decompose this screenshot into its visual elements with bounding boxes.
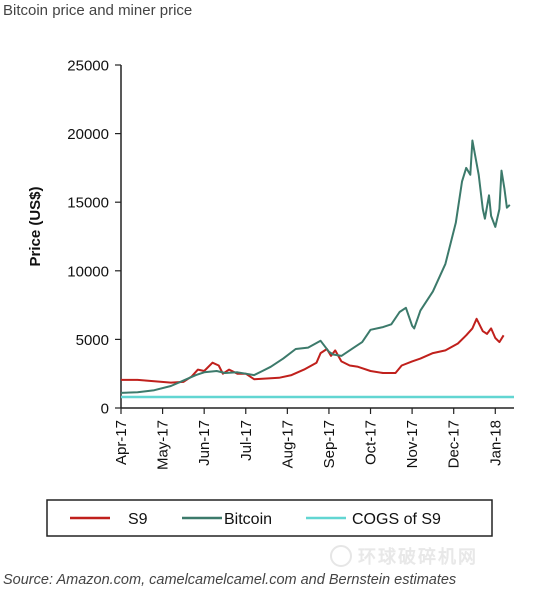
x-tick-label: Aug-17 bbox=[279, 420, 296, 468]
y-tick-label: 10000 bbox=[67, 263, 109, 280]
page-title: Bitcoin price and miner price bbox=[3, 2, 193, 19]
y-axis: 0 5000 10000 15000 20000 25000 bbox=[67, 58, 122, 418]
series-line-bitcoin bbox=[120, 139, 511, 394]
source-note: Source: Amazon.com, camelcamelcamel.com … bbox=[3, 572, 457, 588]
y-tick-label: 0 bbox=[101, 401, 109, 418]
series-line-s9 bbox=[121, 317, 505, 384]
series-layer bbox=[120, 139, 514, 399]
x-tick-label: Jan-18 bbox=[487, 420, 504, 466]
legend: S9 Bitcoin COGS of S9 bbox=[46, 499, 493, 537]
x-tick-label: Jul-17 bbox=[238, 420, 255, 461]
y-tick-label: 15000 bbox=[67, 195, 109, 212]
y-axis-label: Price (US$) bbox=[27, 186, 44, 266]
legend-label-cogs-of-s9: COGS of S9 bbox=[352, 511, 441, 528]
legend-label-s9: S9 bbox=[128, 511, 148, 528]
legend-box bbox=[46, 499, 493, 537]
x-tick-label: Sep-17 bbox=[321, 420, 338, 468]
x-tick-label: Apr-17 bbox=[113, 420, 130, 465]
x-tick-label: Oct-17 bbox=[363, 420, 380, 465]
x-tick-label: Dec-17 bbox=[446, 420, 463, 468]
x-tick-label: May-17 bbox=[155, 420, 172, 470]
y-tick-label: 20000 bbox=[67, 126, 109, 143]
x-tick-label: Nov-17 bbox=[404, 420, 421, 468]
x-axis: Apr-17 May-17 Jun-17 Jul-17 Aug-17 Sep-17 Oct-… bbox=[113, 407, 514, 470]
watermark-logo-icon bbox=[330, 545, 352, 567]
y-tick-label: 25000 bbox=[67, 58, 109, 75]
legend-label-bitcoin: Bitcoin bbox=[224, 511, 272, 528]
watermark: 环球破碎机网 bbox=[330, 543, 525, 569]
x-tick-label: Jun-17 bbox=[196, 420, 213, 466]
y-tick-label: 5000 bbox=[76, 332, 109, 349]
watermark-text: 环球破碎机网 bbox=[358, 547, 478, 567]
